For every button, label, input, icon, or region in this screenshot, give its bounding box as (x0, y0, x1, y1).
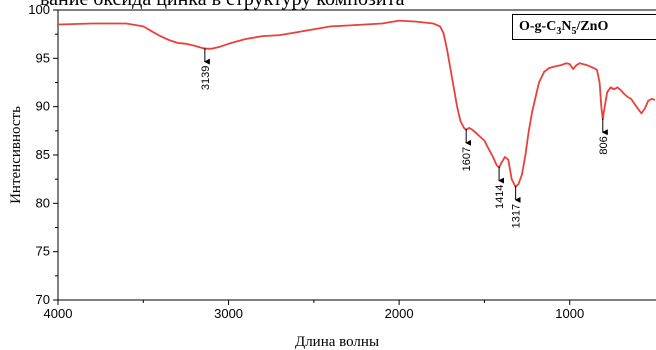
y-tick-label: 80 (36, 195, 50, 210)
annotation-label: 1607 (461, 147, 473, 171)
legend-label-part: O-g-C (519, 19, 557, 34)
x-tick-label: 3000 (214, 306, 243, 321)
annotation-label: 1414 (494, 185, 506, 209)
spectrum-line (57, 19, 656, 188)
y-tick-label: 95 (36, 50, 50, 65)
y-tick-label: 70 (36, 292, 50, 307)
y-tick-label: 100 (28, 2, 50, 17)
annotation-label: 1317 (511, 204, 523, 228)
x-tick-label: 2000 (385, 306, 414, 321)
caption-text-fragment: вание oксида цинка в структуру композита (40, 0, 600, 11)
x-axis-title: Длина волны (295, 334, 379, 350)
annotation-label: 3139 (200, 66, 212, 90)
y-tick-label: 90 (36, 99, 50, 114)
y-tick-label: 85 (36, 147, 50, 162)
x-tick-label: 1000 (555, 306, 584, 321)
legend-label-sub: 3 (556, 25, 562, 37)
y-tick-label: 75 (36, 244, 50, 259)
x-tick-label: 4000 (44, 306, 73, 321)
y-axis-title: Интенсивность (8, 106, 24, 204)
legend-box: O-g-C3N5/ZnO (512, 14, 656, 40)
legend-label-part: /ZnO (576, 19, 609, 34)
legend-label-part: N (561, 19, 572, 34)
legend-label-sub: 5 (571, 25, 577, 37)
annotation-label: 806 (598, 136, 610, 154)
